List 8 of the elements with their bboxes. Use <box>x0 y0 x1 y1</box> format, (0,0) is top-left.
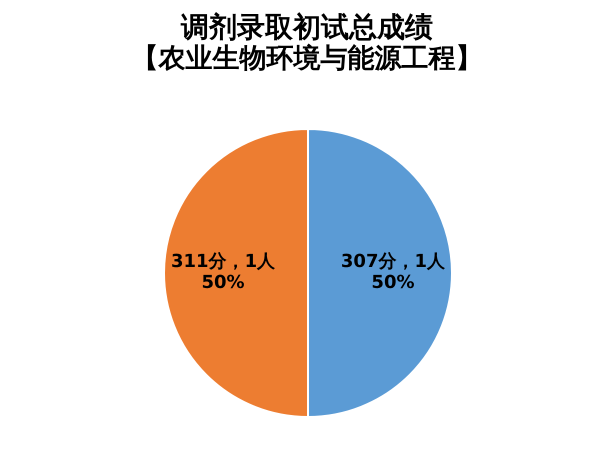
chart-subtitle: 【农业生物环境与能源工程】 <box>132 43 482 74</box>
data-label: ，1人 <box>226 251 276 272</box>
slice-label: 311分 <box>170 251 228 272</box>
chart-title: 调剂录取初试总成绩 <box>180 10 433 44</box>
text: 50% <box>371 272 415 294</box>
slice-label: 307分 <box>340 251 398 272</box>
text: 50% <box>201 272 245 294</box>
data-label: ，1人 <box>396 251 446 272</box>
